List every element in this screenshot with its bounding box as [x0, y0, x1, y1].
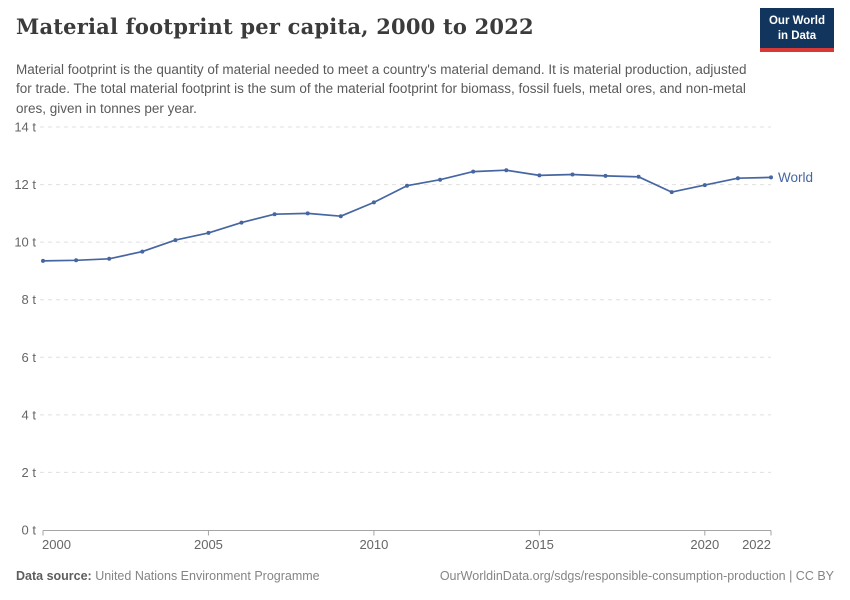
- data-point[interactable]: [140, 249, 145, 254]
- data-point[interactable]: [471, 169, 476, 174]
- y-tick-label: 14 t: [14, 120, 36, 135]
- x-tick-label: 2005: [194, 537, 223, 552]
- data-point[interactable]: [338, 214, 343, 219]
- data-point[interactable]: [504, 168, 509, 173]
- x-tick-label: 2022: [742, 537, 771, 552]
- data-point[interactable]: [405, 183, 409, 188]
- data-point[interactable]: [570, 172, 575, 177]
- y-tick-label: 4 t: [22, 407, 37, 422]
- data-point[interactable]: [702, 183, 707, 188]
- data-point[interactable]: [636, 174, 641, 179]
- y-tick-label: 2 t: [22, 465, 37, 480]
- owid-logo-line2: in Data: [777, 29, 817, 42]
- y-tick-label: 8 t: [22, 292, 37, 307]
- data-point[interactable]: [173, 238, 178, 243]
- data-point[interactable]: [107, 256, 112, 261]
- owid-logo[interactable]: Our World in Data: [759, 8, 834, 52]
- page-title: Material footprint per capita, 2000 to 2…: [16, 14, 534, 39]
- data-point[interactable]: [206, 230, 211, 235]
- data-point[interactable]: [735, 176, 740, 181]
- data-point[interactable]: [305, 211, 310, 216]
- y-tick-label: 6 t: [22, 350, 37, 365]
- data-point[interactable]: [371, 200, 376, 205]
- data-point[interactable]: [74, 258, 79, 263]
- x-tick-label: 2000: [42, 537, 71, 552]
- chart-footer: Data source: United Nations Environment …: [16, 569, 834, 583]
- x-tick-label: 2010: [359, 537, 388, 552]
- series-end-label[interactable]: World: [778, 170, 813, 185]
- credit-link[interactable]: OurWorldinData.org/sdgs/responsible-cons…: [439, 569, 834, 583]
- y-tick-label: 12 t: [14, 177, 36, 192]
- data-point[interactable]: [603, 173, 608, 178]
- data-point[interactable]: [769, 175, 773, 180]
- data-source-label: Data source:: [16, 569, 92, 583]
- data-source-value: United Nations Environment Programme: [91, 569, 320, 583]
- data-point[interactable]: [537, 173, 542, 178]
- data-point[interactable]: [41, 258, 45, 263]
- x-tick-label: 2020: [690, 537, 719, 552]
- y-tick-label: 0 t: [22, 523, 37, 538]
- owid-logo-line1: Our World: [768, 15, 825, 27]
- data-source: Data source: United Nations Environment …: [16, 569, 320, 583]
- x-tick-label: 2015: [525, 537, 554, 552]
- chart-subtitle: Material footprint is the quantity of ma…: [16, 62, 747, 116]
- data-point[interactable]: [669, 190, 674, 195]
- y-tick-label: 10 t: [14, 235, 36, 250]
- data-point[interactable]: [272, 212, 277, 217]
- data-point[interactable]: [438, 177, 443, 182]
- data-point[interactable]: [239, 220, 244, 225]
